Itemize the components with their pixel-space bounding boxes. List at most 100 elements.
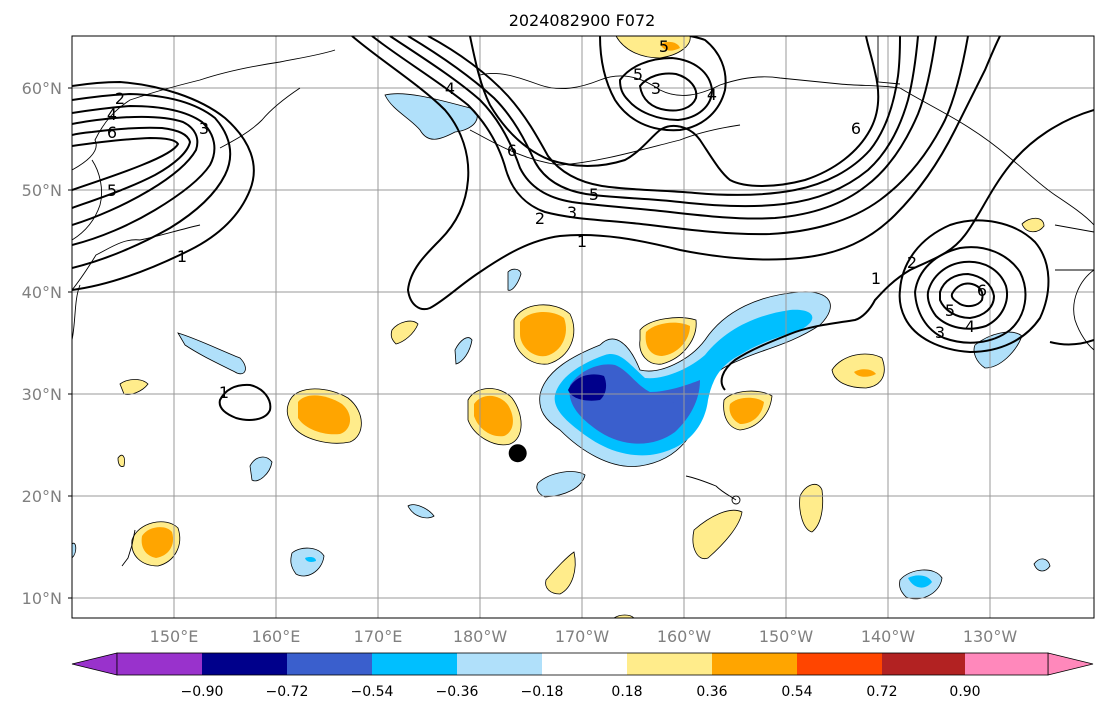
contour-label: 6 [977,281,987,300]
contour-5-alaska [599,36,727,132]
contour-label: 2 [115,89,125,108]
contour-2-north [371,36,969,236]
x-tick-label: 170°E [354,627,403,646]
contour-2-east [898,219,1050,354]
colorbar: −0.90 −0.72 −0.54 −0.36 −0.18 0.18 0.36 … [71,652,1094,700]
colorbar-segment [712,653,797,675]
contour-4-north [407,36,919,208]
colorbar-label: −0.72 [266,684,309,700]
colorbar-label: 0.18 [611,684,642,700]
contour-label: 1 [177,247,187,266]
shade-neg-small-c [507,268,522,291]
contour-6-east [950,282,984,308]
shade-neg-054-small [660,392,678,404]
shade-pos-a-core [298,395,351,435]
contour-3-alaska [638,72,698,112]
coast-marianas [121,529,136,567]
y-axis: 60°N 50°N 40°N 30°N 20°N 10°N [22,79,72,608]
shade-neg-se-core [908,575,932,588]
contour-label: 5 [659,37,669,56]
coast-kuril [72,224,201,291]
colorbar-extend-high [1047,652,1094,676]
contour-label: 6 [851,119,861,138]
shade-pos-j [545,551,576,595]
contour-5-east [939,272,996,320]
x-tick-label: 140°W [861,627,916,646]
colorbar-segment [882,653,965,675]
colorbar-label: −0.90 [181,684,224,700]
y-tick-label: 60°N [22,79,62,98]
contour-label: 1 [577,232,587,251]
shade-pos-n [117,454,125,467]
colorbar-label: −0.54 [351,684,394,700]
coast-aleutians [469,124,741,166]
colorbar-label: 0.90 [949,684,980,700]
contour-6-west [72,136,180,191]
x-tick-label: 130°W [963,627,1018,646]
shade-neg-small-b [454,337,473,365]
shade-neg-west [177,332,246,375]
contour-label: 1 [219,383,229,402]
colorbar-segment [287,653,372,675]
coast-kamchatka [72,49,336,171]
contour-label: 3 [935,323,945,342]
map-title: 2024082900 F072 [509,11,656,30]
shade-pos-b-core [474,395,513,437]
coast-hawaii [685,475,737,501]
colorbar-label: −0.18 [521,684,564,700]
shade-pos-g-core [854,369,876,377]
contour-1-west [72,80,255,291]
colorbar-segment [797,653,882,675]
shade-pos-m [1021,217,1045,233]
contour-1-east-tail [1049,339,1094,346]
coast-kamchatka-peninsula [219,87,301,149]
map-area: 2 4 6 5 3 1 2 3 5 6 1 4 6 5 3 4 5 1 2 6 … [72,36,1094,618]
colorbar-label: 0.72 [866,684,897,700]
contour-labels: 2 4 6 5 3 1 2 3 5 6 1 4 6 5 3 4 5 1 2 6 … [107,37,987,402]
shade-neg-sw [290,547,325,577]
contour-label: 3 [567,203,577,222]
coastlines [72,36,1094,567]
y-tick-label: 40°N [22,283,62,302]
y-tick-label: 20°N [22,487,62,506]
shade-pos-north-core [660,41,680,51]
contour-label: 2 [535,209,545,228]
shade-neg-small-e [1033,558,1051,572]
y-tick-label: 10°N [22,589,62,608]
contour-label: 5 [633,65,643,84]
shade-pos-d-core [645,322,690,356]
x-tick-label: 170°W [555,627,610,646]
shade-neg-small-a [249,456,273,482]
contour-3-north [389,36,937,220]
contour-label: 4 [707,85,717,104]
shade-neg-small-d [407,504,435,519]
colorbar-segment [202,653,287,675]
coast-alaska-west [479,73,901,96]
contour-1-small-west [218,383,272,421]
contour-label: 5 [107,181,117,200]
colorbar-label: 0.36 [696,684,727,700]
map-frame [71,35,1095,619]
contour-1-north [351,36,1001,310]
contour-label: 4 [107,105,117,124]
x-tick-label: 160°E [252,627,301,646]
shade-pos-f-core [141,527,174,558]
contour-3-west [72,104,216,246]
contour-4-west [72,115,199,226]
contour-label: 3 [199,119,209,138]
coast-hawaii-big-island [731,495,741,505]
colorbar-frame [116,652,1049,676]
coast-west-america [1073,269,1094,351]
shade-pos-h [692,509,743,560]
contour-label: 6 [507,141,517,160]
x-axis: 150°E 160°E 170°E 180°W 170°W 160°W 150°… [150,627,1018,646]
gridlines [72,36,1094,618]
shade-neg-sw-core [305,557,316,562]
colorbar-segment [117,653,202,675]
coast-sakhalin [72,159,103,241]
y-tick-label: 30°N [22,385,62,404]
colorbar-label: 0.54 [781,684,812,700]
x-tick-label: 150°E [150,627,199,646]
colorbar-label: −0.36 [436,684,479,700]
colorbar-segment [457,653,542,675]
